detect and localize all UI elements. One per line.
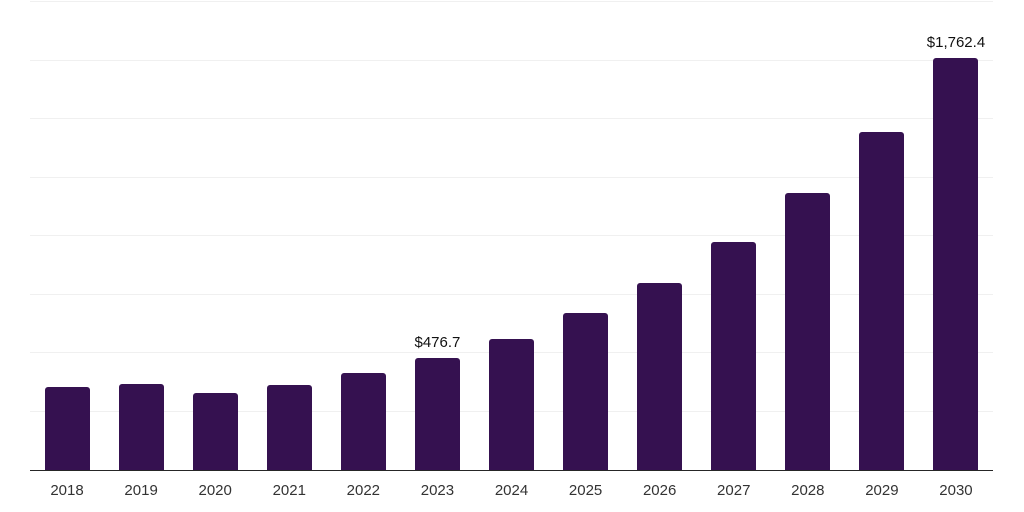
bar-2024 — [489, 339, 534, 470]
bar-2023: $476.7 — [414, 334, 460, 470]
plot-area: $476.7 $1,762.4 — [30, 1, 993, 471]
bar-column-2028 — [771, 2, 845, 470]
bar-2028 — [785, 192, 831, 470]
x-tick-label-2021: 2021 — [272, 482, 306, 499]
bar-column-2029 — [845, 2, 919, 470]
bar-column-2018 — [30, 2, 104, 470]
bar-2026 — [637, 282, 683, 470]
bar-series: $476.7 $1,762.4 — [30, 2, 993, 470]
gridline-1250 — [30, 176, 993, 178]
gridline-1750 — [30, 59, 993, 61]
bar-2022 — [340, 373, 386, 470]
gridline-2000 — [30, 1, 993, 2]
data-label-2023: $476.7 — [414, 334, 461, 352]
gridline-1500 — [30, 118, 993, 119]
gridline-750 — [30, 293, 993, 295]
x-axis-labels: 2018 2019 2020 2021 2022 2023 2024 2025 2026 2027… — [30, 482, 993, 499]
gridline-1000 — [30, 235, 993, 236]
x-tick-label-2030: 2030 — [939, 482, 973, 499]
bar-2020 — [192, 393, 238, 470]
bar-column-2019 — [104, 2, 178, 470]
bar-2029 — [859, 131, 905, 470]
bar-2025 — [563, 313, 609, 470]
x-tick-label-2026: 2026 — [642, 482, 677, 499]
x-axis-line — [30, 469, 993, 471]
x-tick-label-2029: 2029 — [865, 482, 899, 499]
x-tick-label-2019: 2019 — [124, 482, 158, 499]
bar-column-2025 — [549, 2, 623, 470]
bar-column-2024 — [474, 2, 548, 470]
data-label-2030: $1,762.4 — [926, 33, 986, 51]
x-tick-label-2023: 2023 — [420, 482, 455, 499]
bar-column-2022 — [326, 2, 400, 470]
bar-column-2021 — [252, 2, 326, 470]
bar-column-2027 — [697, 2, 771, 470]
bar-2027 — [711, 241, 757, 470]
bar-2021 — [266, 385, 312, 470]
bar-2019 — [118, 383, 164, 470]
bar-2030: $1,762.4 — [927, 34, 985, 470]
x-tick-label-2022: 2022 — [346, 482, 381, 499]
x-tick-label-2024: 2024 — [494, 482, 529, 499]
bar-column-2020 — [178, 2, 252, 470]
x-tick-label-2018: 2018 — [50, 482, 84, 499]
bar-column-2026 — [623, 2, 697, 470]
x-tick-label-2020: 2020 — [198, 482, 232, 499]
x-tick-label-2027: 2027 — [717, 482, 751, 499]
bar-column-2030: $1,762.4 — [919, 2, 993, 470]
x-tick-label-2025: 2025 — [568, 482, 603, 499]
bar-column-2023: $476.7 — [400, 2, 474, 470]
bar-2018 — [44, 386, 90, 470]
x-tick-label-2028: 2028 — [791, 482, 825, 499]
